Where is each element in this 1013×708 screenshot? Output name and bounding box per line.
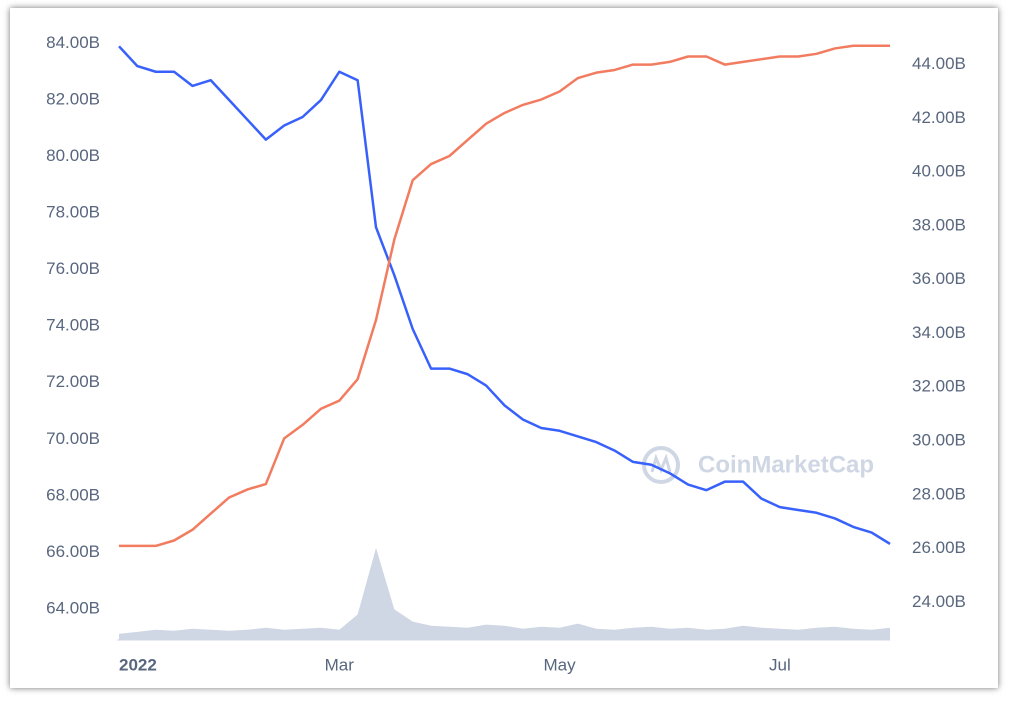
- y-tick-label: 72.00B: [46, 372, 100, 391]
- y-tick-label: 66.00B: [46, 542, 100, 561]
- y2-tick-label: 38.00B: [912, 215, 966, 234]
- y2-tick-label: 40.00B: [912, 162, 966, 181]
- y2-tick-label: 28.00B: [912, 484, 966, 503]
- y2-tick-label: 24.00B: [912, 592, 966, 611]
- y2-tick-label: 26.00B: [912, 538, 966, 557]
- y-tick-label: 82.00B: [46, 90, 100, 109]
- x-tick-label: Jul: [769, 655, 791, 674]
- y-tick-label: 84.00B: [46, 33, 100, 52]
- y-tick-label: 80.00B: [46, 146, 100, 165]
- y2-tick-label: 30.00B: [912, 431, 966, 450]
- x-tick-label: 2022: [119, 655, 157, 674]
- y-tick-label: 78.00B: [46, 203, 100, 222]
- y2-tick-label: 34.00B: [912, 323, 966, 342]
- line: [119, 44, 890, 548]
- watermark: CoinMarketCap: [698, 451, 874, 478]
- y2-tick-label: 42.00B: [912, 108, 966, 127]
- x-tick-label: Mar: [325, 655, 355, 674]
- y2-tick-label: 44.00B: [912, 54, 966, 73]
- y-tick-label: 74.00B: [46, 316, 100, 335]
- volume-area: [119, 548, 890, 640]
- y-tick-label: 70.00B: [46, 429, 100, 448]
- y-tick-label: 64.00B: [46, 598, 100, 617]
- y2-tick-label: 36.00B: [912, 269, 966, 288]
- line: [118, 45, 891, 545]
- y-tick-label: 76.00B: [46, 259, 100, 278]
- x-tick-label: May: [544, 655, 577, 674]
- y2-tick-label: 32.00B: [912, 377, 966, 396]
- chart-card: [10, 8, 998, 688]
- y-tick-label: 68.00B: [46, 485, 100, 504]
